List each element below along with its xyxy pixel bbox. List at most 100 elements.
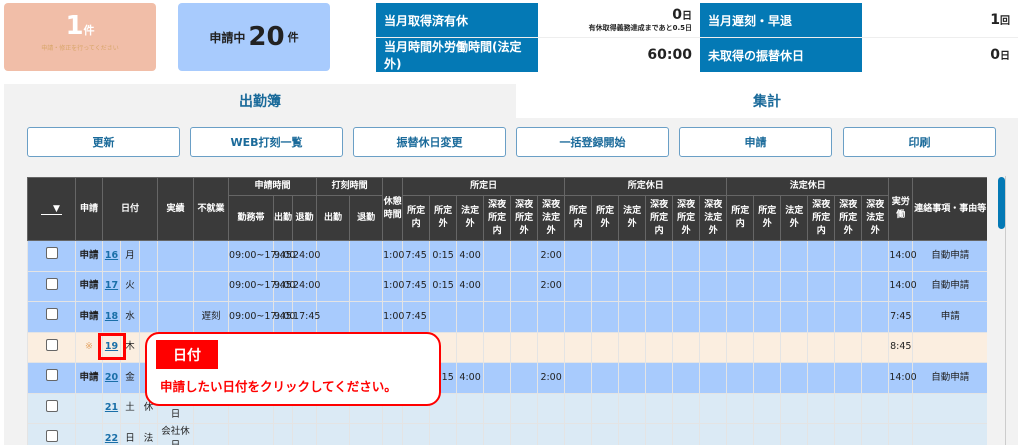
table-cell xyxy=(807,423,836,445)
date-link[interactable]: 16 xyxy=(102,240,121,272)
table-cell xyxy=(618,240,647,272)
table-cell: 09:00~17:45 xyxy=(228,301,292,333)
table-cell: 1:00 xyxy=(382,301,404,333)
table-cell xyxy=(483,301,512,333)
col-absence: 不就業 xyxy=(193,177,230,241)
table-cell xyxy=(726,392,755,424)
tab-summary[interactable]: 集計 xyxy=(516,84,1018,118)
refresh-button[interactable]: 更新 xyxy=(27,127,180,157)
table-cell xyxy=(780,270,809,302)
table-cell xyxy=(349,423,384,445)
web-stamp-list-button[interactable]: WEB打刻一覧 xyxy=(190,127,343,157)
table-cell xyxy=(537,423,566,445)
table-cell: 水 xyxy=(120,301,140,333)
table-cell xyxy=(483,423,512,445)
scrollbar-thumb[interactable] xyxy=(998,177,1005,229)
table-cell xyxy=(193,270,230,302)
table-cell xyxy=(402,423,431,445)
table-cell xyxy=(349,240,384,272)
date-link[interactable]: 20 xyxy=(102,362,121,394)
row-checkbox-cell xyxy=(27,270,76,302)
table-cell xyxy=(834,331,863,363)
col-shift: 勤務帯 xyxy=(228,195,275,241)
pending-card[interactable]: 申請中 20 件 xyxy=(178,3,330,71)
table-cell: 24:00 xyxy=(292,240,320,272)
col-scheduled-holiday: 所定休日 xyxy=(564,177,728,196)
table-cell: 0:15 xyxy=(429,240,458,272)
table-cell xyxy=(861,331,890,363)
table-cell xyxy=(537,331,566,363)
table-cell xyxy=(591,240,620,272)
table-cell xyxy=(483,392,512,424)
select-caret-icon[interactable]: ▼ xyxy=(41,203,62,215)
date-link[interactable]: 22 xyxy=(102,423,121,445)
table-cell xyxy=(912,423,987,445)
row-checkbox-cell xyxy=(27,423,76,445)
table-cell xyxy=(672,423,701,445)
date-link[interactable]: 19 xyxy=(102,331,121,363)
col-stamp-out: 退勤 xyxy=(349,195,384,241)
info-value: 0日 有休取得義務達成まであと0.5日 xyxy=(538,3,700,37)
substitute-holiday-button[interactable]: 振替休日変更 xyxy=(353,127,506,157)
col-sub-5: 深夜法定外 xyxy=(699,195,728,241)
select-dropdown[interactable]: ▼ xyxy=(27,177,76,241)
table-cell xyxy=(645,362,674,394)
table-row: 申請 16 月 09:00~17:45 9:00 24:00 1:00 7:45 0:15 4:0… xyxy=(27,240,987,272)
table-cell xyxy=(157,301,195,333)
todo-card[interactable]: 1件 申請・修正を行ってください xyxy=(4,3,156,71)
row-checkbox[interactable] xyxy=(45,277,58,290)
table-cell xyxy=(510,423,539,445)
table-cell: 自動申請 xyxy=(912,362,987,394)
row-checkbox[interactable] xyxy=(45,430,58,443)
table-cell xyxy=(753,331,782,363)
table-cell xyxy=(157,270,195,302)
info-unit: 回 xyxy=(1000,16,1010,27)
info-note: 有休取得義務達成まであと0.5日 xyxy=(588,24,692,32)
table-cell xyxy=(456,331,485,363)
table-cell xyxy=(672,362,701,394)
apply-button[interactable]: 申請 xyxy=(679,127,832,157)
table-cell: 7:45 xyxy=(888,301,914,333)
table-cell: 24:00 xyxy=(292,270,320,302)
row-checkbox[interactable] xyxy=(45,369,58,382)
row-checkbox[interactable] xyxy=(45,399,58,412)
table-cell xyxy=(591,362,620,394)
table-cell xyxy=(699,423,728,445)
date-link[interactable]: 21 xyxy=(102,392,121,424)
table-cell xyxy=(807,270,836,302)
row-checkbox[interactable] xyxy=(45,338,58,351)
table-cell xyxy=(780,301,809,333)
date-link[interactable]: 17 xyxy=(102,270,121,302)
date-link[interactable]: 18 xyxy=(102,301,121,333)
table-cell xyxy=(861,362,890,394)
table-cell xyxy=(807,240,836,272)
table-cell xyxy=(618,270,647,302)
info-number: 1 xyxy=(990,12,1000,28)
table-cell: 2:00 xyxy=(537,362,566,394)
tab-attendance[interactable]: 出勤簿 xyxy=(4,84,516,118)
pending-count: 20 xyxy=(248,22,285,52)
print-button[interactable]: 印刷 xyxy=(843,127,996,157)
row-checkbox[interactable] xyxy=(45,308,58,321)
table-cell xyxy=(138,270,159,302)
table-cell xyxy=(912,331,987,363)
table-cell: 9:00 xyxy=(273,240,295,272)
col-legal-holiday: 法定休日 xyxy=(726,177,890,196)
callout-title: 日付 xyxy=(156,340,218,369)
row-checkbox[interactable] xyxy=(45,247,58,260)
bulk-register-button[interactable]: 一括登録開始 xyxy=(516,127,669,157)
table-cell xyxy=(645,331,674,363)
table-cell xyxy=(564,392,593,424)
table-cell: 申請 xyxy=(75,301,103,333)
row-checkbox-cell xyxy=(27,301,76,333)
table-cell xyxy=(510,240,539,272)
col-sub-5: 深夜法定外 xyxy=(537,195,566,241)
table-cell xyxy=(834,240,863,272)
table-cell: 09:00~17:45 xyxy=(228,270,292,302)
date-highlight xyxy=(98,333,126,360)
table-cell: 2:00 xyxy=(537,240,566,272)
scrollbar-track[interactable] xyxy=(998,176,1006,445)
col-sub-1: 所定外 xyxy=(429,195,458,241)
info-number: 0 xyxy=(990,47,1000,63)
